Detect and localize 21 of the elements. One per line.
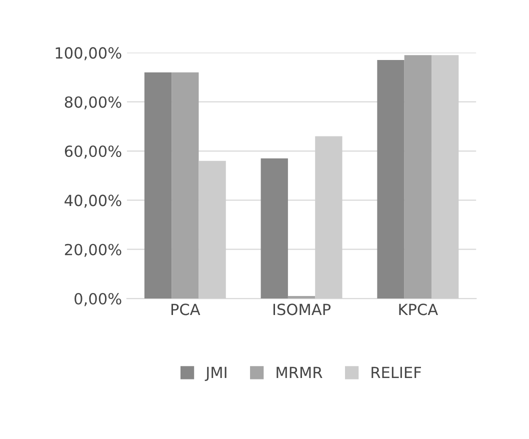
bar [288, 296, 316, 299]
legend-label: MRMR [276, 366, 322, 378]
bar [144, 72, 172, 299]
y-tick-label: 0,00% [74, 292, 122, 306]
bar [315, 136, 342, 299]
x-tick-label: KPCA [399, 304, 438, 316]
bar [260, 158, 288, 299]
x-tick-label: ISOMAP [273, 304, 331, 316]
bar [377, 60, 404, 299]
y-tick-label: 80,00% [64, 96, 122, 110]
legend-label: RELIEF [372, 366, 421, 378]
bar [198, 160, 226, 299]
bar [172, 72, 199, 299]
y-tick-label: 100,00% [56, 47, 122, 60]
legend-label: JMI [204, 366, 226, 382]
y-tick-label: 40,00% [64, 194, 122, 208]
bar [431, 55, 459, 299]
y-tick-label: 60,00% [64, 145, 122, 159]
y-tick-label: 20,00% [64, 244, 122, 257]
x-tick-label: PCA [171, 304, 200, 316]
bar [404, 55, 432, 299]
